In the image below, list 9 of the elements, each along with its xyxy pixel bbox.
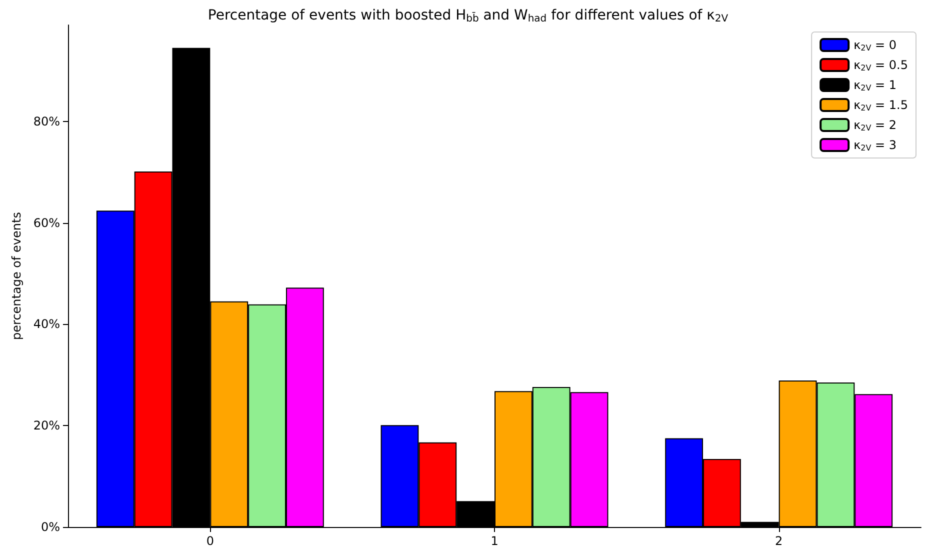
x-tick-label: 2	[775, 534, 783, 548]
y-tick-label: 80%	[33, 114, 60, 128]
y-tick-label: 20%	[33, 418, 60, 433]
x-tick-label: 1	[490, 534, 498, 548]
x-tick-label: 0	[206, 534, 214, 548]
y-tick-label: 60%	[33, 216, 60, 230]
y-tick-label: 40%	[33, 317, 60, 332]
y-axis-title: percentage of events	[9, 212, 24, 340]
y-tick-label: 0%	[40, 520, 60, 534]
